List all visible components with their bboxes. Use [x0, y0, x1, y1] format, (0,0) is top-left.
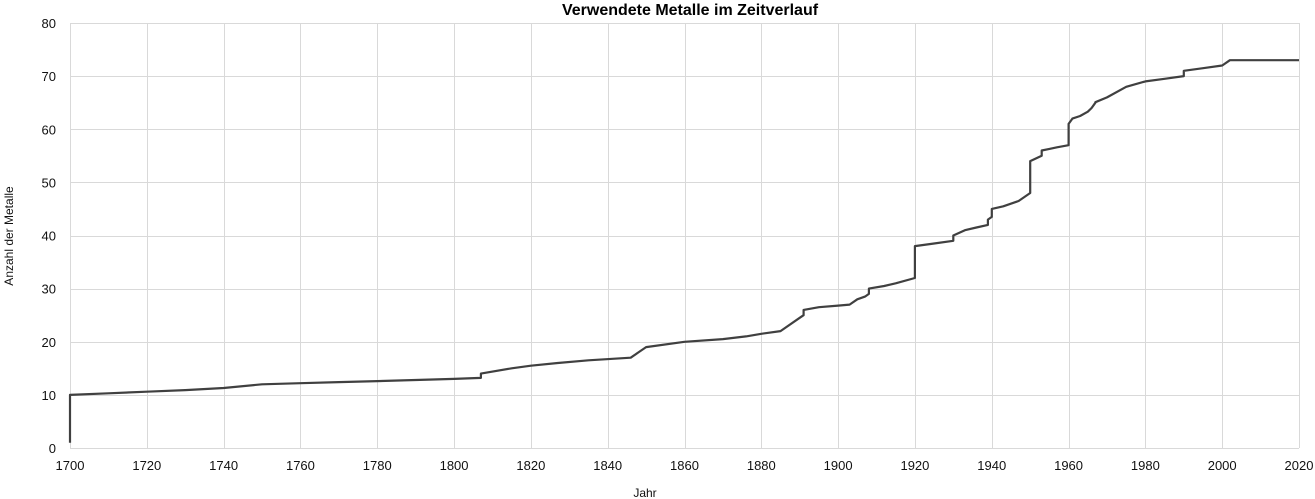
x-tick-label: 1840 — [593, 458, 622, 473]
y-tick-label: 20 — [42, 335, 56, 350]
y-tick-label: 80 — [42, 16, 56, 31]
y-axis-ticks: 0 10 20 30 40 50 60 70 80 — [42, 16, 56, 456]
y-tick-label: 30 — [42, 282, 56, 297]
x-axis-label: Jahr — [633, 486, 656, 499]
series-line — [68, 59, 1299, 443]
x-tick-label: 1760 — [286, 458, 315, 473]
y-tick-label: 0 — [49, 441, 56, 456]
chart-title: Verwendete Metalle im Zeitverlauf — [562, 2, 819, 19]
x-tick-label: 1940 — [977, 458, 1006, 473]
x-tick-label: 2000 — [1208, 458, 1237, 473]
x-tick-label: 1800 — [440, 458, 469, 473]
y-tick-label: 10 — [42, 388, 56, 403]
y-tick-label: 50 — [42, 175, 56, 190]
x-axis-ticks: 1700 1720 1740 1760 1780 1800 1820 1840 1860 1880… — [56, 458, 1314, 473]
y-axis-label: Anzahl der Metalle — [2, 186, 16, 286]
x-tick-label: 1740 — [209, 458, 238, 473]
x-tick-label: 1880 — [747, 458, 776, 473]
grid — [70, 23, 1300, 449]
y-tick-label: 70 — [42, 69, 56, 84]
y-tick-label: 60 — [42, 122, 56, 137]
x-tick-label: 1900 — [824, 458, 853, 473]
x-tick-label: 1960 — [1054, 458, 1083, 473]
x-tick-label: 1700 — [56, 458, 85, 473]
x-tick-label: 2020 — [1285, 458, 1314, 473]
x-tick-label: 1820 — [516, 458, 545, 473]
x-tick-label: 1780 — [363, 458, 392, 473]
x-tick-label: 1860 — [670, 458, 699, 473]
y-tick-label: 40 — [42, 229, 56, 244]
x-tick-label: 1720 — [132, 458, 161, 473]
x-tick-label: 1980 — [1131, 458, 1160, 473]
x-tick-label: 1920 — [900, 458, 929, 473]
